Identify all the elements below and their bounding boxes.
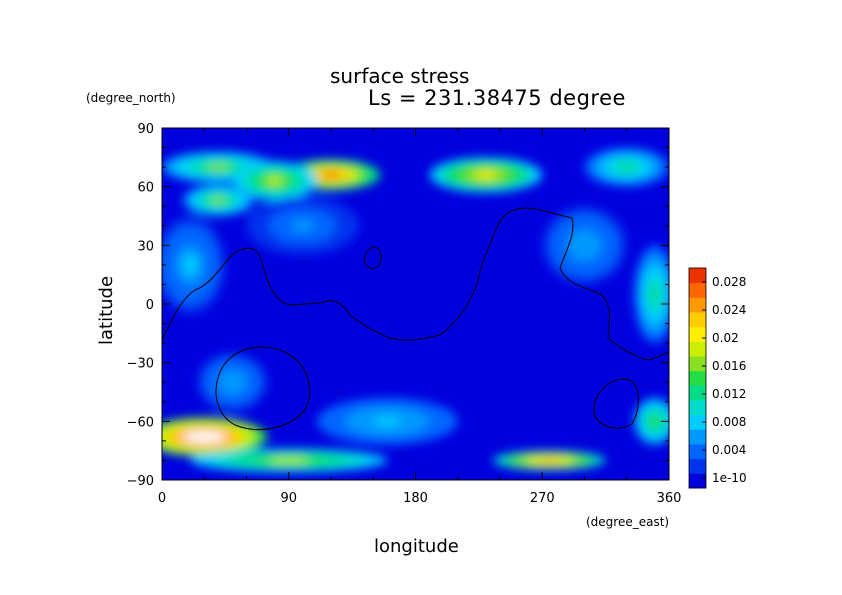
colorbar-swatch	[689, 282, 706, 298]
field-feature-9	[190, 448, 388, 473]
stress-field	[162, 147, 669, 473]
colorbar-label: 0.024	[712, 303, 746, 317]
x-tick-label: 270	[530, 491, 555, 506]
x-axis-units: (degree_east)	[586, 515, 670, 529]
colorbar-label: 0.028	[712, 275, 746, 289]
y-tick-label: −60	[127, 415, 154, 430]
field-contour-level	[269, 458, 309, 463]
field-contour-level	[373, 416, 402, 427]
y-tick-label: 30	[137, 239, 154, 254]
field-feature-11	[633, 397, 669, 445]
field-contour-level	[650, 284, 660, 304]
field-feature-13	[162, 216, 226, 314]
colorbar-label: 0.004	[712, 443, 746, 457]
x-tick-label: 180	[403, 491, 428, 506]
y-tick-label: −90	[127, 474, 154, 489]
field-feature-6	[584, 147, 669, 187]
colorbar-swatch	[689, 356, 706, 372]
colorbar: 0.028 0.024 0.02 0.016 0.012 0.008 0.004 1e-10	[688, 267, 747, 489]
x-tick-label: 90	[280, 491, 297, 506]
y-tick-label: 60	[137, 181, 154, 196]
field-contour-level	[183, 255, 198, 275]
colorbar-swatch	[689, 312, 706, 328]
field-contour-level	[650, 416, 660, 427]
contour-hellas	[215, 346, 311, 431]
x-axis-ticks: 0 90 180 270 360	[158, 128, 682, 506]
colorbar-swatch	[689, 370, 706, 386]
colorbar-swatch	[689, 473, 706, 489]
colorbar-swatch	[689, 297, 706, 313]
x-tick-label: 360	[657, 491, 682, 506]
contour-argyre	[593, 378, 639, 429]
field-feature-4	[183, 184, 254, 217]
y-axis-units: (degree_north)	[86, 91, 176, 105]
colorbar-swatch	[689, 385, 706, 401]
field-contour-level	[538, 458, 561, 463]
field-feature-14	[246, 196, 360, 256]
field-contour-level	[291, 219, 315, 232]
colorbar-swatch	[689, 444, 706, 460]
field-contour-level	[474, 171, 498, 179]
field-feature-16	[197, 352, 268, 412]
x-axis-label: longitude	[374, 536, 459, 557]
field-contour-level	[576, 237, 593, 254]
field-feature-15	[542, 206, 627, 285]
chart-subtitle: Ls = 231.38475 degree	[368, 86, 626, 110]
field-feature-10	[492, 450, 606, 471]
colorbar-label: 1e-10	[712, 471, 747, 485]
x-tick-label: 0	[158, 491, 166, 506]
colorbar-label: 0.016	[712, 359, 746, 373]
field-feature-12	[316, 397, 458, 445]
topography-contours	[162, 207, 669, 431]
colorbar-swatch	[689, 268, 706, 284]
y-tick-label: −30	[127, 357, 154, 372]
field-contour-level	[225, 376, 240, 389]
colorbar-swatch	[689, 429, 706, 445]
colorbar-label: 0.008	[712, 415, 746, 429]
field-feature-5	[429, 157, 543, 193]
field-contour-level	[618, 163, 636, 172]
contour-tharsis	[162, 207, 669, 361]
colorbar-label: 0.012	[712, 387, 746, 401]
contour-crater	[363, 246, 382, 269]
saturated-region	[182, 431, 227, 443]
colorbar-label: 0.02	[712, 331, 739, 345]
colorbar-frame	[688, 267, 707, 489]
field-feature-7	[633, 245, 669, 344]
y-tick-label: 90	[137, 122, 154, 137]
y-tick-label: 0	[146, 298, 154, 313]
colorbar-swatch	[689, 326, 706, 342]
colorbar-swatch	[689, 400, 706, 416]
colorbar-swatch	[689, 458, 706, 474]
field-contour-level	[211, 197, 226, 204]
colorbar-swatch	[689, 414, 706, 430]
field-contour-level	[321, 171, 341, 179]
field-contour-level	[207, 163, 230, 171]
field-feature-3	[232, 161, 317, 201]
y-axis-ticks: 90 60 30 0 −30 −60 −90	[127, 122, 669, 489]
field-contour-level	[266, 176, 284, 185]
chart-title: surface stress	[330, 64, 470, 88]
colorbar-swatch	[689, 341, 706, 357]
